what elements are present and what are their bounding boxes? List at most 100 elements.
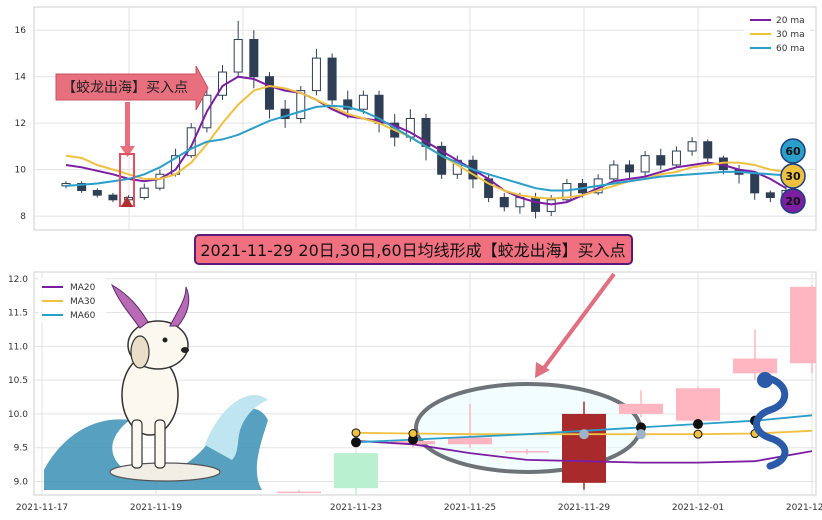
top-y-tick: 14 <box>15 73 27 83</box>
callout-pointer-shaft <box>125 102 130 148</box>
bottom-candle-body <box>562 413 606 483</box>
top-candle-body <box>249 39 259 78</box>
bottom-candle-body <box>733 358 777 374</box>
buy-point-triangle <box>121 196 133 207</box>
buy-point-callout: 【蛟龙出海】买入点 <box>55 65 209 207</box>
bottom-x-tick: 2021-12-01 <box>672 503 724 513</box>
top-y-tick: 12 <box>15 119 26 129</box>
badge-60-label: 60 <box>785 145 801 158</box>
dog-leg-left <box>131 419 143 469</box>
legend-label-ma30: MA30 <box>70 297 96 307</box>
bottom-y-tick: 10.0 <box>8 410 28 420</box>
bottom-y-tick: 9.5 <box>14 444 28 454</box>
bottom-ma-line <box>355 440 813 464</box>
bottom-ma-dot <box>693 429 703 439</box>
bottom-y-tick: 12.0 <box>8 275 28 285</box>
bottom-ma-dot <box>408 429 418 439</box>
bottom-y-tick: 10.5 <box>8 376 28 386</box>
top-candle-body <box>77 183 87 192</box>
top-candle-body <box>531 196 541 212</box>
bottom-candle-body <box>619 403 663 414</box>
callout-arrow-box <box>55 65 209 111</box>
badge-20-label: 20 <box>785 195 801 208</box>
dragon-head <box>757 372 773 388</box>
top-moving-averages <box>65 75 787 206</box>
top-candle-body <box>499 196 509 208</box>
legend-label-ma60: MA60 <box>70 311 96 321</box>
top-candle-body <box>139 187 149 198</box>
top-candlesticks <box>61 20 791 219</box>
dog-leg-right <box>154 419 166 469</box>
top-y-tick: 10 <box>15 166 27 176</box>
bottom-candle-body <box>676 388 720 421</box>
top-legend: 20 ma 30 ma 60 ma <box>744 12 810 56</box>
top-ma-line <box>65 75 787 206</box>
top-candle-body <box>671 150 681 166</box>
top-y-tick: 8 <box>20 212 26 222</box>
highlight-ellipse <box>414 382 642 474</box>
bottom-legend: MA20 MA30 MA60 <box>38 278 106 322</box>
bottom-moving-averages <box>351 414 813 464</box>
top-candle-body <box>609 164 619 180</box>
top-candle-body <box>343 99 353 110</box>
bottom-candle-body <box>790 286 816 364</box>
bottom-x-tick: 2021-11-25 <box>444 503 496 513</box>
top-candle-body <box>437 145 447 175</box>
bottom-y-tick: 11.5 <box>8 309 28 319</box>
top-candle-body <box>687 141 697 152</box>
top-candle-body <box>656 155 666 166</box>
top-candle-body <box>311 57 321 92</box>
top-candle-body <box>546 199 556 212</box>
top-candle-body <box>186 127 196 157</box>
legend-label-60ma: 60 ma <box>776 44 805 54</box>
banner-box <box>194 234 633 265</box>
bottom-candle-body <box>334 453 378 489</box>
dog-nose <box>181 347 189 353</box>
top-candle-body <box>92 190 102 196</box>
dragon-horn-left <box>111 283 149 329</box>
bottom-candle-body <box>448 437 492 445</box>
bottom-ma-dot <box>351 437 361 448</box>
legend-label-20ma: 20 ma <box>776 16 805 26</box>
badge-30 <box>780 163 806 189</box>
highlight-arrow-head <box>535 362 550 378</box>
top-candle-body <box>264 76 274 110</box>
top-y-tick: 16 <box>15 26 27 36</box>
top-candle-body <box>327 57 337 101</box>
top-candle-body <box>296 90 306 119</box>
bottom-ma-dot <box>579 429 589 440</box>
bottom-x-tick: 2021-11-17 <box>16 503 68 513</box>
top-y-tick-labels: 8 10 12 14 16 <box>15 26 27 222</box>
badge-20 <box>780 188 806 214</box>
top-candle-body <box>750 173 760 194</box>
bottom-ma-dot <box>693 419 703 430</box>
dragon-icon <box>753 372 789 470</box>
badge-30-label: 30 <box>785 170 801 183</box>
top-ma-line <box>65 104 787 192</box>
dog-ear <box>130 335 150 369</box>
dragon-horn-right <box>169 286 190 327</box>
highlight-arrow-shaft <box>542 272 616 370</box>
bottom-x-tick-labels: 2021-11-17 2021-11-19 2021-11-23 2021-11-25… <box>16 503 822 513</box>
bottom-x-tick: 2021-12-03 <box>786 503 822 513</box>
bottom-candle-body <box>277 491 321 494</box>
top-candle-body <box>233 39 243 73</box>
bottom-y-tick-labels: 9.0 9.5 10.0 10.5 11.0 11.5 12.0 <box>8 275 28 488</box>
wave-foam <box>205 395 268 460</box>
ma-badges: 60 30 20 <box>780 138 806 214</box>
bottom-ma-dot <box>351 428 361 438</box>
top-candle-body <box>108 194 118 201</box>
dragon-body <box>753 374 789 470</box>
legend-label-30ma: 30 ma <box>776 30 805 40</box>
legend-label-ma20: MA20 <box>70 283 96 293</box>
top-candle-body <box>624 164 634 173</box>
bottom-y-tick: 11.0 <box>8 342 28 352</box>
bottom-candle-body <box>505 451 549 453</box>
dog-eye <box>162 337 168 343</box>
top-gridlines <box>34 7 816 230</box>
surfing-dog-illustration <box>44 283 268 490</box>
bottom-ma-dot <box>636 429 646 440</box>
top-candle-body <box>703 141 713 159</box>
badge-60 <box>780 138 806 164</box>
